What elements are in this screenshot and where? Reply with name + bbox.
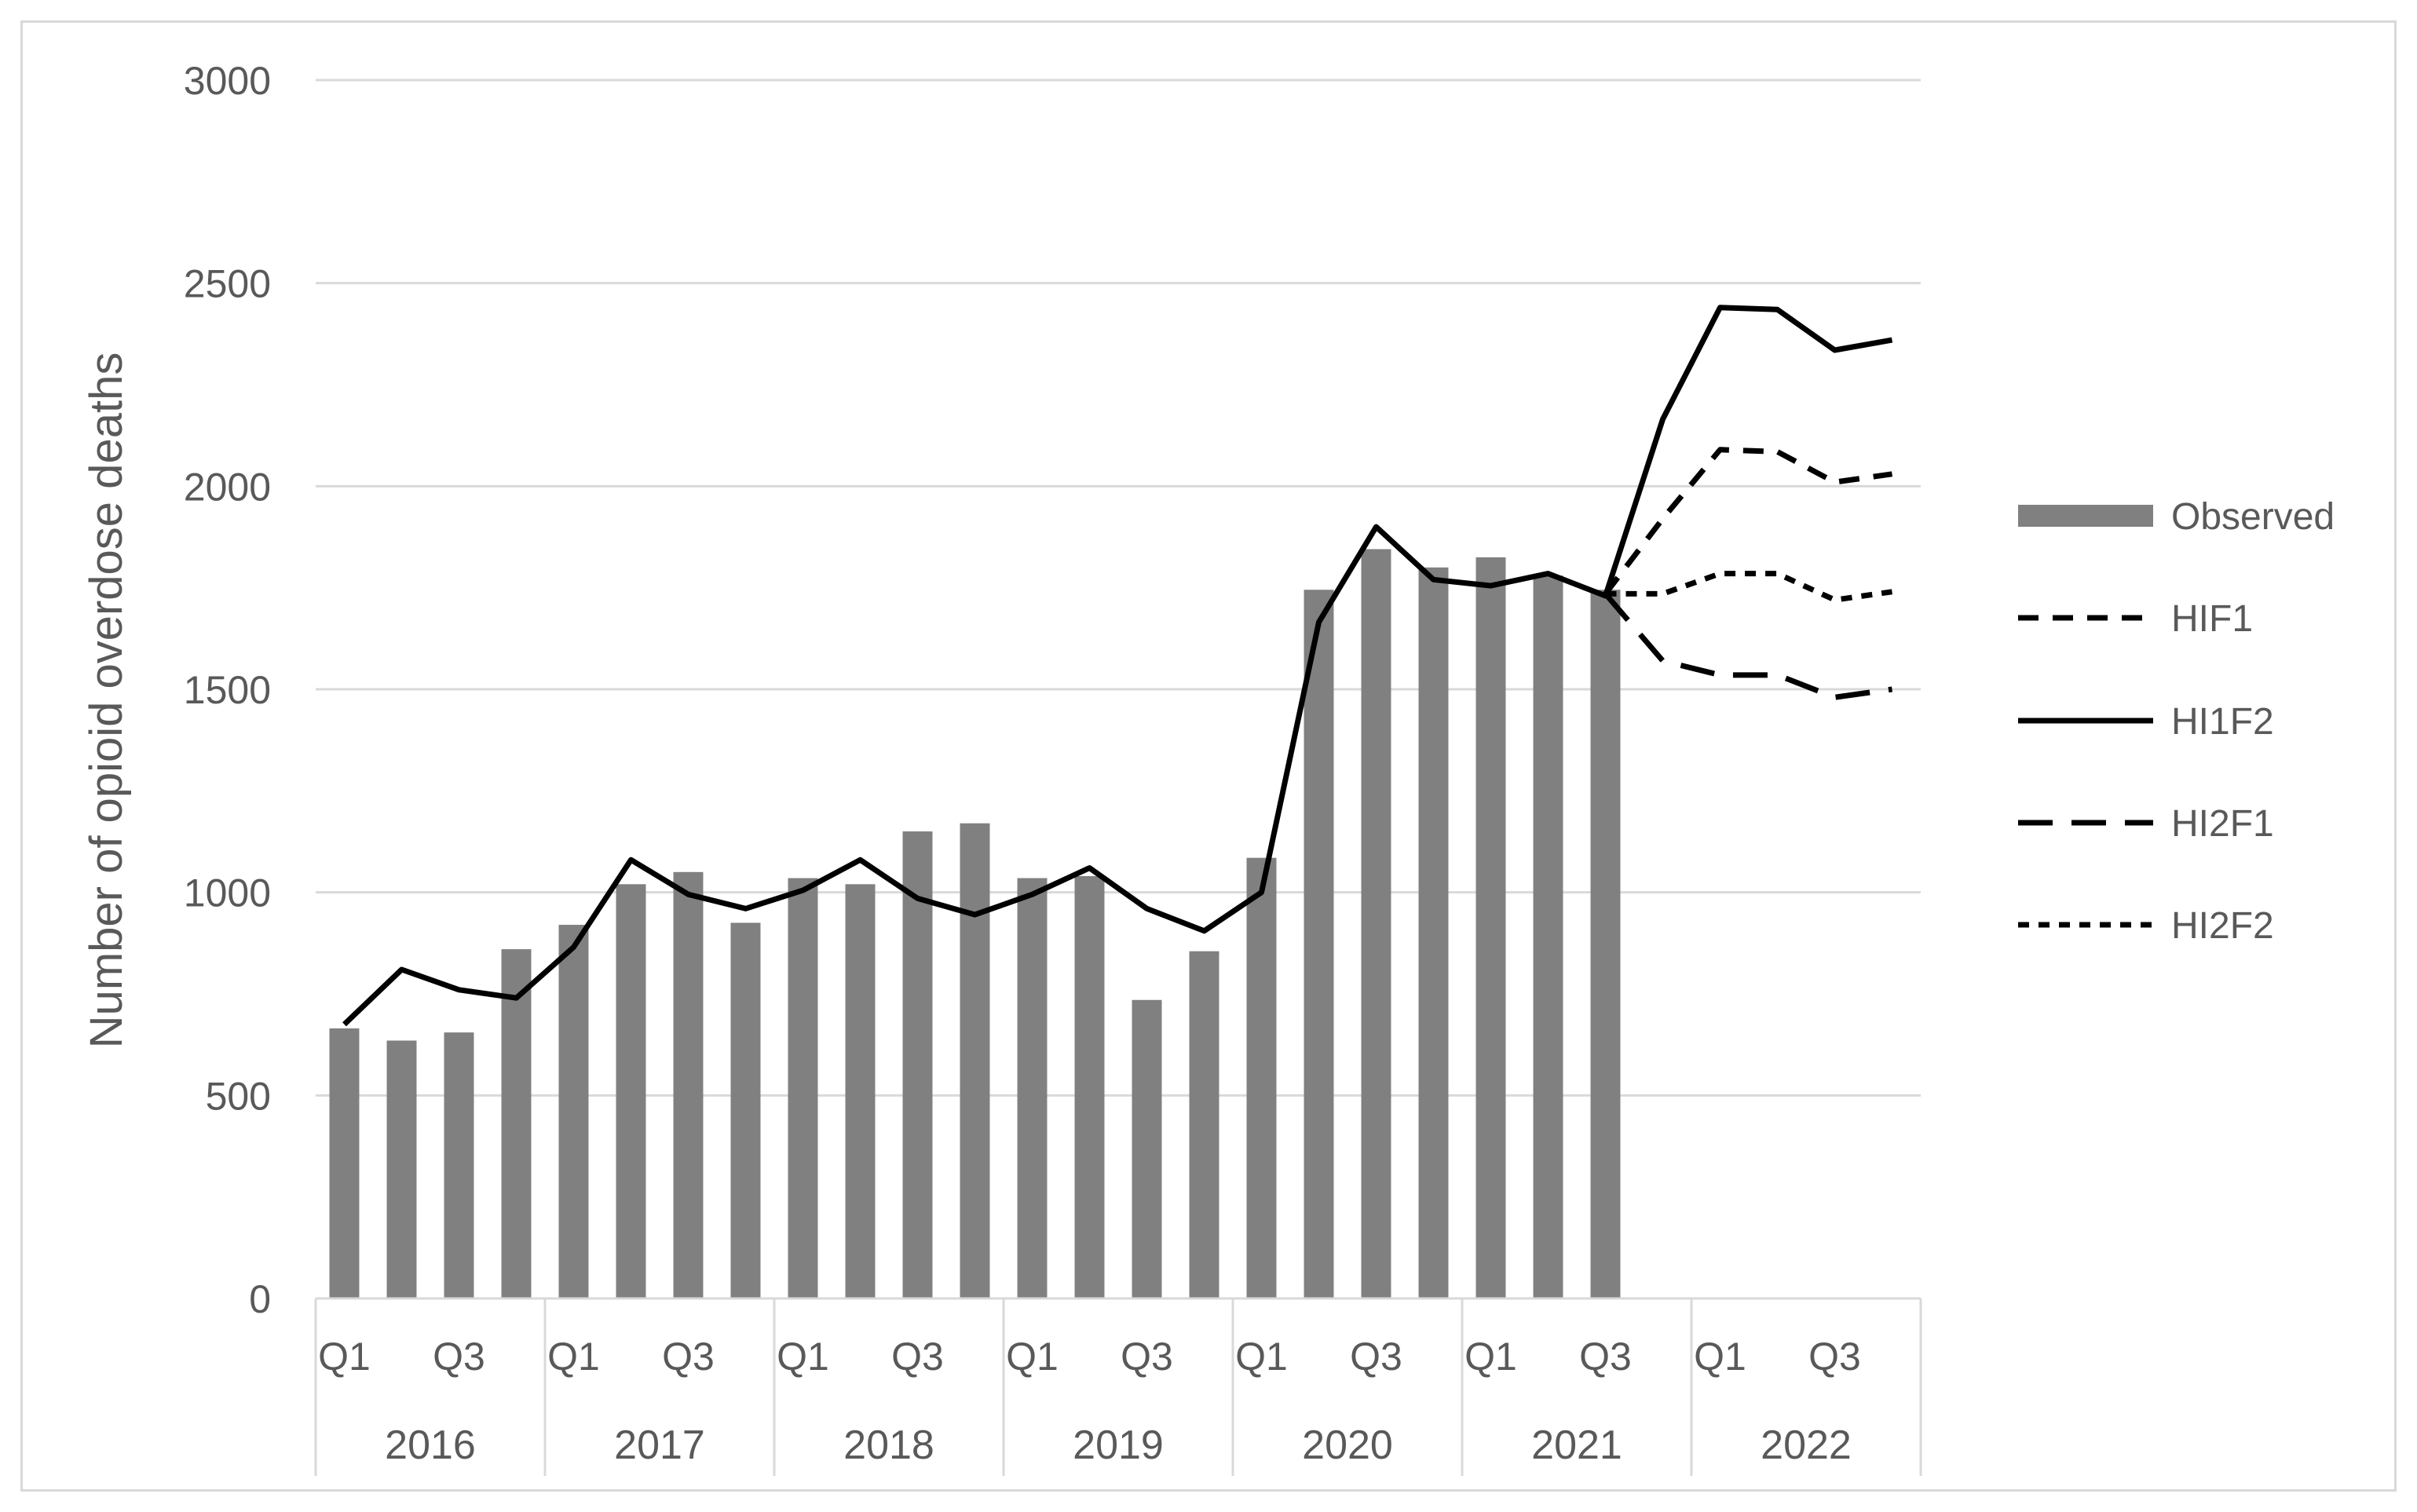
bar [845, 884, 876, 1298]
legend-label: HIF1 [2171, 598, 2253, 640]
gridlines [316, 79, 1921, 1300]
x-group-label: 2018 [843, 1423, 934, 1468]
y-tick-label: 500 [206, 1074, 271, 1118]
y-tick-label: 0 [249, 1277, 271, 1321]
bar [788, 878, 818, 1298]
legend-label: HI2F2 [2171, 905, 2274, 947]
x-tick-label: Q1 [547, 1335, 600, 1379]
x-axis: Q1 Q3 Q1 Q3 Q1 Q3 Q1 Q3 Q1 Q3 Q1 Q3 Q1 Q3 2016 2017 2018… [314, 1297, 1922, 1476]
x-group-label: 2021 [1531, 1423, 1622, 1468]
bar [1017, 878, 1048, 1298]
bar [1074, 875, 1105, 1298]
y-tick-label: 2500 [184, 262, 271, 306]
y-tick-label: 2000 [184, 465, 271, 509]
y-tick-label: 3000 [184, 59, 271, 103]
bar [616, 884, 646, 1298]
bar [1132, 999, 1162, 1298]
x-tick-label: Q3 [1808, 1335, 1861, 1379]
series-line [1605, 571, 1892, 603]
x-tick-label: Q1 [1006, 1335, 1059, 1379]
y-tick-label: 1000 [184, 871, 271, 915]
x-tick-label: Q3 [891, 1335, 944, 1379]
x-tick-label: Q1 [1235, 1335, 1288, 1379]
bar [1418, 567, 1449, 1298]
bar [730, 922, 761, 1298]
series-lines [342, 305, 1893, 1027]
x-tick-label: Q3 [662, 1335, 715, 1379]
bar [1246, 857, 1277, 1298]
series-line [1603, 592, 1892, 700]
x-tick-label: Q1 [777, 1335, 829, 1379]
bar [1361, 549, 1391, 1298]
bar [386, 1040, 417, 1298]
y-axis: 0 500 1000 1500 2000 2500 3000 [184, 59, 271, 1321]
legend-label: HI1F2 [2171, 701, 2274, 743]
x-group-label: 2017 [614, 1423, 705, 1468]
series-line [1603, 447, 1892, 596]
x-tick-label: Q1 [318, 1335, 371, 1379]
x-group-label: 2020 [1302, 1423, 1393, 1468]
legend-swatch [2018, 505, 2153, 527]
legend: Observed HIF1 HI1F2 HI2F1 HI2F2 [2018, 496, 2335, 947]
x-tick-label: Q3 [1579, 1335, 1632, 1379]
bar [501, 949, 532, 1298]
legend-label: Observed [2171, 496, 2335, 538]
x-group-label: 2019 [1073, 1423, 1164, 1468]
bar [558, 925, 589, 1298]
bar [1533, 575, 1563, 1298]
bar [673, 871, 704, 1298]
x-tick-label: Q3 [433, 1335, 485, 1379]
bar [1475, 557, 1506, 1298]
bar [1304, 590, 1334, 1298]
bar [1189, 951, 1219, 1298]
bar [329, 1028, 360, 1298]
x-tick-label: Q1 [1694, 1335, 1746, 1379]
bar [1590, 590, 1621, 1298]
y-tick-label: 1500 [184, 668, 271, 712]
bar [960, 823, 990, 1298]
chart-frame [20, 20, 2397, 1492]
x-group-label: 2022 [1761, 1423, 1852, 1468]
x-tick-label: Q1 [1464, 1335, 1517, 1379]
x-tick-label: Q3 [1121, 1335, 1173, 1379]
bars [329, 549, 1621, 1298]
bar [444, 1032, 474, 1298]
series-line [342, 305, 1893, 1027]
y-axis-title: Number of opioid overdose deaths [81, 352, 132, 1049]
x-tick-label: Q3 [1350, 1335, 1402, 1379]
legend-label: HI2F1 [2171, 803, 2274, 845]
x-group-label: 2016 [385, 1423, 476, 1468]
bar [902, 831, 933, 1298]
